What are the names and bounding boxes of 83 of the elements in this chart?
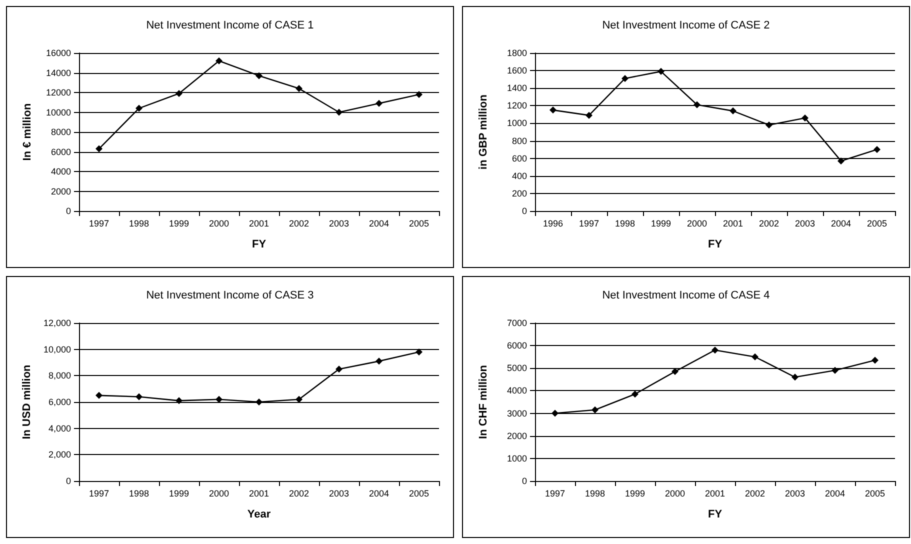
x-tick-label: 2004	[368, 488, 390, 498]
chart-title: Net Investment Income of CASE 1	[146, 20, 314, 32]
y-tick-label: 12000	[46, 88, 71, 98]
y-tick-label: 6000	[50, 146, 71, 157]
y-tick-label: 7000	[506, 318, 527, 328]
x-axis-title: Year	[247, 508, 272, 520]
y-tick-label: 8,000	[48, 370, 71, 381]
x-tick-label: 2002	[744, 488, 766, 498]
chart-title: Net Investment Income of CASE 4	[602, 290, 770, 302]
x-tick-label: 1999	[624, 488, 646, 498]
y-tick-label: 200	[512, 188, 527, 198]
x-tick-label: 1998	[584, 488, 606, 498]
y-tick-label: 12,000	[43, 318, 71, 328]
x-tick-label: 2003	[328, 488, 350, 498]
y-tick-label: 8000	[50, 127, 71, 137]
x-tick-label: 1999	[168, 218, 190, 228]
y-tick-label: 6000	[506, 340, 527, 351]
x-tick-label: 1998	[128, 488, 150, 498]
y-tick-label: 4000	[506, 386, 527, 396]
x-tick-label: 2002	[758, 218, 780, 228]
y-tick-label: 10,000	[43, 344, 71, 354]
y-tick-label: 2000	[50, 186, 71, 196]
x-tick-label: 2004	[824, 488, 846, 498]
y-tick-label: 16000	[46, 48, 71, 58]
y-tick-label: 3000	[506, 408, 527, 418]
x-tick-label: 1998	[128, 218, 150, 228]
y-tick-label: 2,000	[48, 450, 71, 460]
x-tick-label: 2004	[830, 218, 852, 228]
x-tick-label: 2001	[248, 488, 270, 498]
x-tick-label: 1999	[650, 218, 672, 228]
y-tick-label: 600	[512, 153, 527, 164]
x-tick-label: 2000	[208, 488, 230, 498]
y-tick-label: 0	[66, 206, 71, 216]
y-tick-label: 10000	[46, 107, 71, 118]
y-axis-title: In USD million	[21, 364, 34, 440]
y-tick-label: 5000	[506, 363, 527, 374]
y-tick-label: 1400	[506, 83, 527, 94]
y-tick-label: 6,000	[48, 397, 71, 407]
y-tick-label: 0	[522, 476, 527, 486]
x-tick-label: 1997	[544, 488, 566, 498]
y-tick-label: 1200	[506, 100, 527, 111]
y-tick-label: 0	[66, 476, 71, 486]
y-tick-label: 2000	[506, 430, 527, 441]
chart-title: Net Investment Income of CASE 3	[146, 290, 314, 302]
y-tick-label: 400	[512, 170, 527, 181]
x-tick-label: 2003	[784, 488, 806, 498]
y-tick-label: 1000	[506, 453, 527, 464]
x-tick-label: 2001	[704, 488, 726, 498]
y-tick-label: 800	[512, 136, 527, 146]
x-tick-label: 1996	[542, 218, 564, 228]
y-tick-label: 1600	[506, 66, 527, 76]
x-tick-label: 2000	[686, 218, 708, 228]
x-tick-label: 2002	[288, 488, 310, 498]
x-tick-label: 2003	[328, 218, 350, 228]
chart-title: Net Investment Income of CASE 2	[602, 20, 770, 32]
x-axis-title: FY	[708, 508, 723, 520]
x-tick-label: 2003	[794, 218, 816, 228]
x-tick-label: 1997	[88, 218, 110, 228]
y-axis-title: In € million	[22, 102, 34, 161]
x-tick-label: 2005	[866, 218, 888, 228]
x-tick-label: 2001	[722, 218, 744, 228]
y-tick-label: 4,000	[48, 423, 71, 434]
x-tick-label: 1998	[614, 218, 636, 228]
y-tick-label: 14000	[46, 68, 71, 78]
x-tick-label: 1999	[168, 488, 190, 498]
x-axis-title: FY	[708, 238, 723, 250]
y-axis-title: In CHF million	[478, 364, 490, 439]
x-tick-label: 2000	[664, 488, 686, 498]
x-tick-label: 2005	[408, 218, 430, 228]
y-tick-label: 4000	[50, 166, 71, 176]
x-tick-label: 2001	[248, 218, 270, 228]
x-tick-label: 2002	[288, 218, 310, 228]
x-tick-label: 1997	[88, 488, 110, 498]
x-tick-label: 2005	[408, 488, 430, 498]
y-tick-label: 1000	[506, 118, 527, 128]
x-tick-label: 2004	[368, 218, 390, 228]
y-axis-title: in GBP million	[478, 94, 490, 170]
x-tick-label: 2000	[208, 218, 230, 228]
x-tick-label: 2005	[864, 488, 886, 498]
y-tick-label: 1800	[506, 48, 527, 58]
x-tick-label: 1997	[578, 218, 600, 228]
y-tick-label: 0	[522, 206, 527, 216]
x-axis-title: FY	[252, 238, 267, 250]
